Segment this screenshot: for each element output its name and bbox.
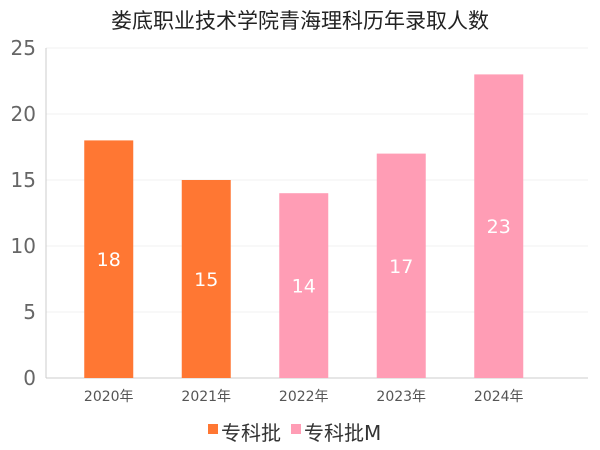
chart-title: 娄底职业技术学院青海理科历年录取人数 xyxy=(111,9,489,33)
y-tick-label: 10 xyxy=(11,234,36,258)
data-labels: 18 15 14 17 23 xyxy=(97,216,511,297)
bar-data-label: 18 xyxy=(97,249,121,271)
x-tick-labels: 2020年 2021年 2022年 2023年 2024年 xyxy=(84,389,524,405)
bar xyxy=(474,74,524,379)
bar xyxy=(376,153,426,378)
bar-data-label: 17 xyxy=(389,256,413,278)
legend-swatch[interactable] xyxy=(291,424,301,434)
legend: 专科批 专科批M xyxy=(208,421,381,445)
bar xyxy=(181,180,231,378)
bars xyxy=(84,74,524,379)
legend-label[interactable]: 专科批 xyxy=(221,421,281,445)
y-tick-label: 5 xyxy=(23,300,36,324)
bar-data-label: 23 xyxy=(487,216,511,238)
bar-data-label: 14 xyxy=(292,276,316,298)
y-tick-labels: 0 5 10 15 20 25 xyxy=(11,36,36,390)
legend-label[interactable]: 专科批M xyxy=(304,421,381,445)
y-tick-label: 0 xyxy=(23,366,36,390)
y-tick-label: 15 xyxy=(11,168,36,192)
x-tick-label: 2023年 xyxy=(376,389,426,405)
bar xyxy=(279,193,329,378)
legend-swatch[interactable] xyxy=(208,424,218,434)
x-tick-label: 2022年 xyxy=(279,389,329,405)
x-tick-label: 2021年 xyxy=(181,389,231,405)
y-tick-label: 20 xyxy=(11,102,36,126)
x-tick-label: 2024年 xyxy=(474,389,524,405)
y-tick-label: 25 xyxy=(11,36,36,60)
bar-data-label: 15 xyxy=(194,269,218,291)
x-tick-label: 2020年 xyxy=(84,389,134,405)
bar xyxy=(84,140,134,378)
